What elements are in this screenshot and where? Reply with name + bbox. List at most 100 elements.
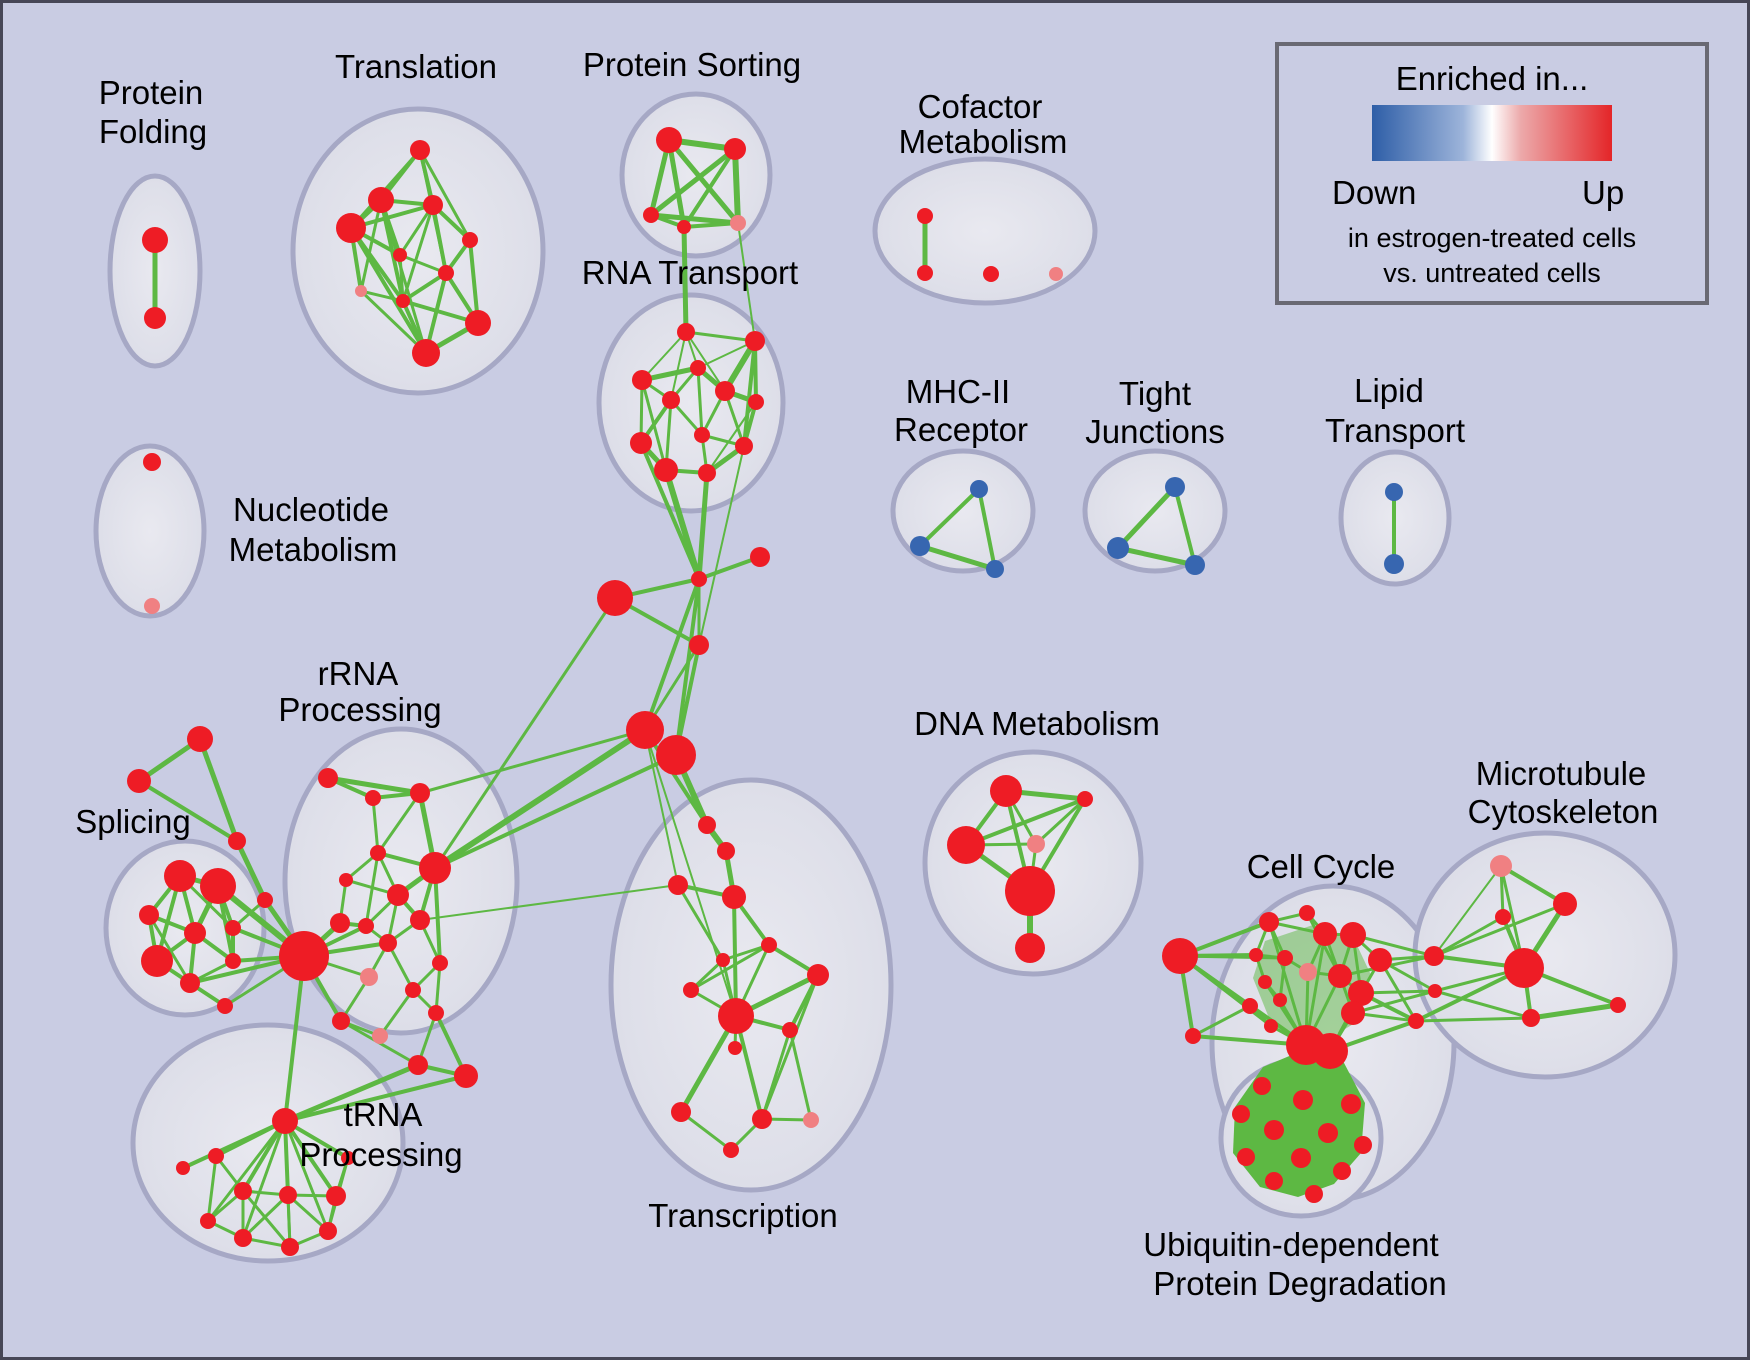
- overlap-edge: [689, 943, 771, 992]
- gene-set-node: [281, 1238, 299, 1256]
- gene-set-node: [423, 195, 443, 215]
- gene-set-node: [184, 922, 206, 944]
- legend-gradient-bar: [1372, 105, 1612, 161]
- cluster-label-cofactor-metabolism: Cofactor: [918, 88, 1043, 125]
- gene-set-node: [718, 998, 754, 1034]
- gene-set-node: [355, 285, 367, 297]
- gene-set-node: [454, 1064, 478, 1088]
- gene-set-node: [750, 547, 770, 567]
- gene-set-node: [1333, 1162, 1351, 1180]
- overlap-edge: [1351, 989, 1437, 1015]
- gene-set-node: [689, 635, 709, 655]
- legend-title: Enriched in...: [1395, 60, 1589, 97]
- overlap-edge: [696, 470, 710, 582]
- overlap-edge: [433, 596, 617, 870]
- legend: Enriched in... Down Up in estrogen-treat…: [1275, 42, 1709, 305]
- overlap-edge: [1528, 1002, 1621, 1021]
- gene-set-node: [1107, 537, 1129, 559]
- gene-set-node: [279, 931, 329, 981]
- cluster-label-protein-folding: Folding: [99, 113, 207, 150]
- legend-up-label: Up: [1582, 174, 1625, 211]
- gene-set-node: [1318, 1123, 1338, 1143]
- cluster-label-ubiquitin-degradation: Protein Degradation: [1153, 1265, 1447, 1302]
- gene-set-node: [1348, 980, 1374, 1006]
- gene-set-node: [1312, 1033, 1348, 1069]
- gene-set-node: [1305, 1185, 1323, 1203]
- overlap-edge: [760, 973, 820, 1121]
- overlap-edge: [431, 203, 448, 275]
- gene-set-node: [1340, 922, 1366, 948]
- gene-set-node: [1015, 933, 1045, 963]
- overlap-edge: [678, 1013, 739, 1115]
- overlap-edge: [676, 883, 725, 962]
- gene-set-node: [1428, 984, 1442, 998]
- overlap-edge: [697, 340, 756, 369]
- overlap-edge: [918, 487, 981, 548]
- gene-set-node: [632, 370, 652, 390]
- gene-set-node: [257, 892, 273, 908]
- gene-set-node: [698, 464, 716, 482]
- gene-set-node: [465, 310, 491, 336]
- gene-set-node: [970, 480, 988, 498]
- gene-set-node: [722, 885, 746, 909]
- gene-set-node: [597, 580, 633, 616]
- overlap-edge: [147, 913, 192, 985]
- overlap-edge: [964, 797, 1087, 847]
- overlap-edge: [359, 289, 428, 355]
- overlap-edge: [206, 1119, 287, 1223]
- cluster-label-trna-processing: Processing: [299, 1136, 462, 1173]
- gene-set-node: [626, 711, 664, 749]
- overlap-edge: [1433, 989, 1533, 1020]
- gene-set-node: [393, 248, 407, 262]
- gene-set-node: [677, 220, 691, 234]
- overlap-edge: [670, 331, 687, 401]
- legend-down-label: Down: [1332, 174, 1417, 211]
- cluster-ellipse-rrna-processing: [282, 726, 520, 1036]
- gene-set-node: [1424, 946, 1444, 966]
- overlap-edge: [418, 728, 647, 795]
- overlap-edge: [698, 445, 745, 646]
- gene-set-node: [127, 769, 151, 793]
- gene-set-node: [379, 934, 397, 952]
- gene-set-node: [691, 571, 707, 587]
- cluster-label-dna-metabolism: DNA Metabolism: [914, 705, 1160, 742]
- gene-set-node: [807, 964, 829, 986]
- gene-set-node: [728, 1041, 742, 1055]
- cluster-label-trna-processing: tRNA: [344, 1096, 423, 1133]
- gene-set-node: [412, 339, 440, 367]
- gene-set-node: [1610, 997, 1626, 1013]
- gene-set-node: [141, 945, 173, 977]
- gene-set-node: [1293, 1090, 1313, 1110]
- cluster-label-ubiquitin-degradation: Ubiquitin-dependent: [1143, 1226, 1438, 1263]
- overlap-edge: [1499, 864, 1567, 906]
- overlap-edge: [1414, 966, 1526, 1023]
- overlap-edge: [641, 331, 687, 381]
- overlap-edge: [197, 736, 240, 844]
- gene-set-node: [986, 560, 1004, 578]
- overlap-edge: [1115, 484, 1178, 551]
- gene-set-node: [272, 1108, 298, 1134]
- gene-set-node: [1249, 948, 1263, 962]
- gene-set-node: [1258, 975, 1272, 989]
- gene-set-node: [1027, 835, 1045, 853]
- overlap-edge: [706, 401, 757, 474]
- overlap-edge: [742, 339, 757, 448]
- gene-set-node: [752, 1109, 772, 1129]
- gene-set-node: [330, 913, 350, 933]
- gene-set-node: [410, 910, 430, 930]
- overlap-edge: [1034, 797, 1087, 846]
- gene-set-node: [694, 427, 710, 443]
- gene-set-node: [1368, 948, 1392, 972]
- cluster-label-splicing: Splicing: [75, 803, 191, 840]
- legend-caption-line1: in estrogen-treated cells: [1347, 223, 1637, 253]
- gene-set-node: [368, 187, 394, 213]
- gene-set-node: [715, 381, 735, 401]
- cluster-label-lipid-transport: Lipid: [1354, 372, 1424, 409]
- gene-set-node: [1299, 963, 1317, 981]
- overlap-edge: [206, 1154, 218, 1223]
- overlap-edge: [371, 796, 380, 855]
- cluster-label-cell-cycle: Cell Cycle: [1247, 848, 1396, 885]
- overlap-edge: [721, 943, 771, 962]
